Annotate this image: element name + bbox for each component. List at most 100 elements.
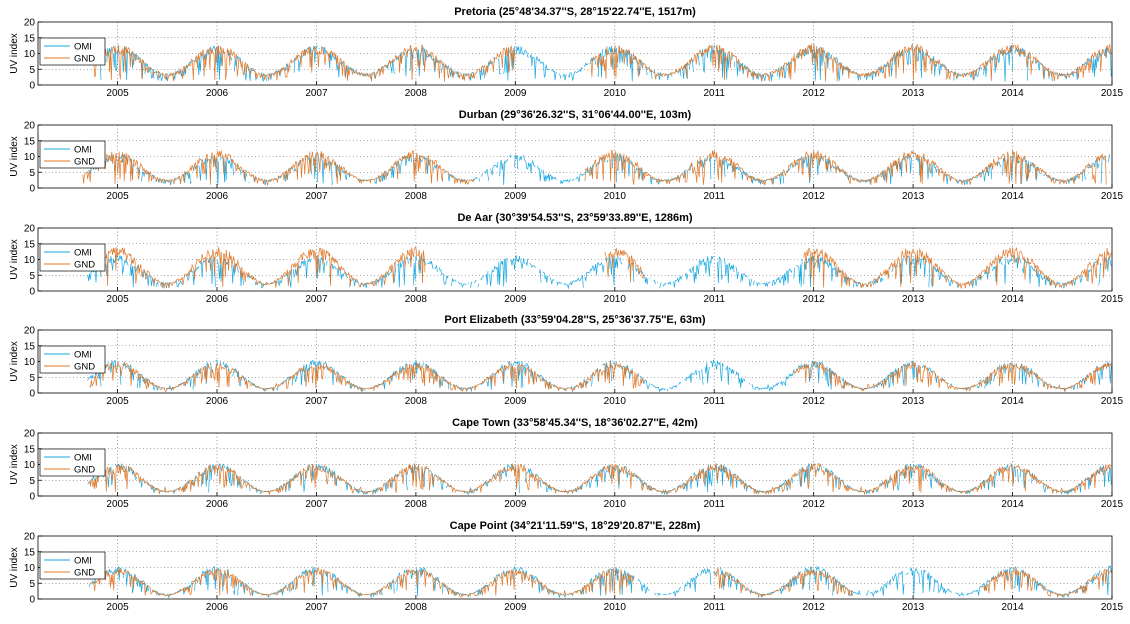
legend-label-gnd: GND <box>74 362 95 373</box>
x-tick-label: 2010 <box>604 396 627 407</box>
x-tick-label: 2010 <box>604 499 627 510</box>
y-tick-label: 15 <box>24 444 36 455</box>
panel-title: Durban (29°36'26.32''S, 31°06'44.00''E, … <box>459 109 692 121</box>
y-tick-label: 15 <box>24 547 36 558</box>
x-tick-label: 2010 <box>604 191 627 202</box>
x-tick-label: 2006 <box>206 191 229 202</box>
series-line-omi <box>87 359 1112 393</box>
legend-label-omi: OMI <box>74 248 92 259</box>
x-tick-label: 2005 <box>106 88 129 99</box>
x-tick-label: 2009 <box>504 499 527 510</box>
x-tick-label: 2005 <box>106 191 129 202</box>
x-tick-label: 2013 <box>902 294 925 305</box>
y-tick-label: 0 <box>29 287 35 298</box>
x-tick-label: 2006 <box>206 499 229 510</box>
legend-box <box>39 37 106 66</box>
x-tick-label: 2013 <box>902 191 925 202</box>
x-tick-label: 2007 <box>305 88 328 99</box>
uv-panel-1: Pretoria (25°48'34.37''S, 28°15'22.74''E… <box>9 6 1124 99</box>
x-tick-label: 2007 <box>305 602 328 613</box>
x-tick-label: 2007 <box>305 294 328 305</box>
x-tick-label: 2015 <box>1101 396 1124 407</box>
y-tick-label: 20 <box>24 224 36 235</box>
x-tick-label: 2011 <box>703 602 725 613</box>
x-tick-label: 2008 <box>405 396 428 407</box>
y-tick-label: 10 <box>24 460 36 471</box>
x-tick-label: 2014 <box>1001 602 1024 613</box>
legend-label-omi: OMI <box>74 350 92 361</box>
y-tick-label: 15 <box>24 136 36 147</box>
series-line-gnd <box>89 566 1112 599</box>
x-tick-label: 2012 <box>803 499 826 510</box>
x-tick-label: 2012 <box>803 396 826 407</box>
x-tick-label: 2011 <box>703 88 725 99</box>
panel-title: Cape Point (34°21'11.59''S, 18°29'20.87'… <box>450 520 701 532</box>
legend-label-omi: OMI <box>74 42 92 53</box>
x-tick-label: 2015 <box>1101 294 1124 305</box>
y-tick-label: 5 <box>29 168 35 179</box>
x-tick-label: 2015 <box>1101 499 1124 510</box>
y-tick-label: 10 <box>24 152 36 163</box>
uv-panel-2: Durban (29°36'26.32''S, 31°06'44.00''E, … <box>9 109 1124 202</box>
legend-label-omi: OMI <box>74 145 92 156</box>
y-tick-label: 15 <box>24 239 36 250</box>
y-tick-label: 0 <box>29 492 35 503</box>
legend-box <box>39 551 106 580</box>
x-tick-label: 2014 <box>1001 396 1024 407</box>
x-tick-label: 2005 <box>106 602 129 613</box>
x-tick-label: 2009 <box>504 602 527 613</box>
legend-label-gnd: GND <box>74 260 95 271</box>
x-tick-label: 2005 <box>106 396 129 407</box>
series-line-gnd <box>92 246 1112 289</box>
x-tick-label: 2012 <box>803 191 826 202</box>
x-tick-label: 2010 <box>604 602 627 613</box>
x-tick-label: 2008 <box>405 602 428 613</box>
legend-label-gnd: GND <box>74 157 95 168</box>
series-line-omi <box>87 462 1112 496</box>
x-tick-label: 2010 <box>604 88 627 99</box>
legend-label-omi: OMI <box>74 453 92 464</box>
x-tick-label: 2007 <box>305 499 328 510</box>
panel-title: De Aar (30°39'54.53''S, 23°59'33.89''E, … <box>457 212 692 224</box>
y-axis-label: UV index <box>9 547 20 588</box>
y-tick-label: 5 <box>29 65 35 76</box>
x-tick-label: 2011 <box>703 294 725 305</box>
y-tick-label: 5 <box>29 579 35 590</box>
x-tick-label: 2008 <box>405 294 428 305</box>
y-axis-label: UV index <box>9 33 20 74</box>
legend-label-gnd: GND <box>74 568 95 579</box>
legend-label-omi: OMI <box>74 556 92 567</box>
x-tick-label: 2015 <box>1101 88 1124 99</box>
x-tick-label: 2005 <box>106 294 129 305</box>
series-line-gnd <box>89 43 1112 82</box>
x-tick-label: 2015 <box>1101 602 1124 613</box>
uv-panel-3: De Aar (30°39'54.53''S, 23°59'33.89''E, … <box>9 212 1124 305</box>
x-tick-label: 2008 <box>405 88 428 99</box>
x-tick-label: 2012 <box>803 88 826 99</box>
legend-label-gnd: GND <box>74 465 95 476</box>
series-line-gnd <box>82 149 1107 186</box>
y-tick-label: 15 <box>24 341 36 352</box>
series-line-gnd <box>89 361 1112 393</box>
x-tick-label: 2014 <box>1001 499 1024 510</box>
x-tick-label: 2009 <box>504 396 527 407</box>
y-tick-label: 20 <box>24 18 36 29</box>
x-tick-label: 2007 <box>305 191 328 202</box>
legend-box <box>39 140 106 169</box>
x-tick-label: 2005 <box>106 499 129 510</box>
y-tick-label: 20 <box>24 532 36 543</box>
legend-box <box>39 345 106 374</box>
y-axis-label: UV index <box>9 136 20 177</box>
x-tick-label: 2006 <box>206 396 229 407</box>
uv-panel-5: Cape Town (33°58'45.34''S, 18°36'02.27''… <box>9 417 1124 510</box>
x-tick-label: 2013 <box>902 499 925 510</box>
x-tick-label: 2011 <box>703 396 725 407</box>
y-axis-label: UV index <box>9 239 20 280</box>
y-tick-label: 20 <box>24 326 36 337</box>
y-tick-label: 10 <box>24 357 36 368</box>
